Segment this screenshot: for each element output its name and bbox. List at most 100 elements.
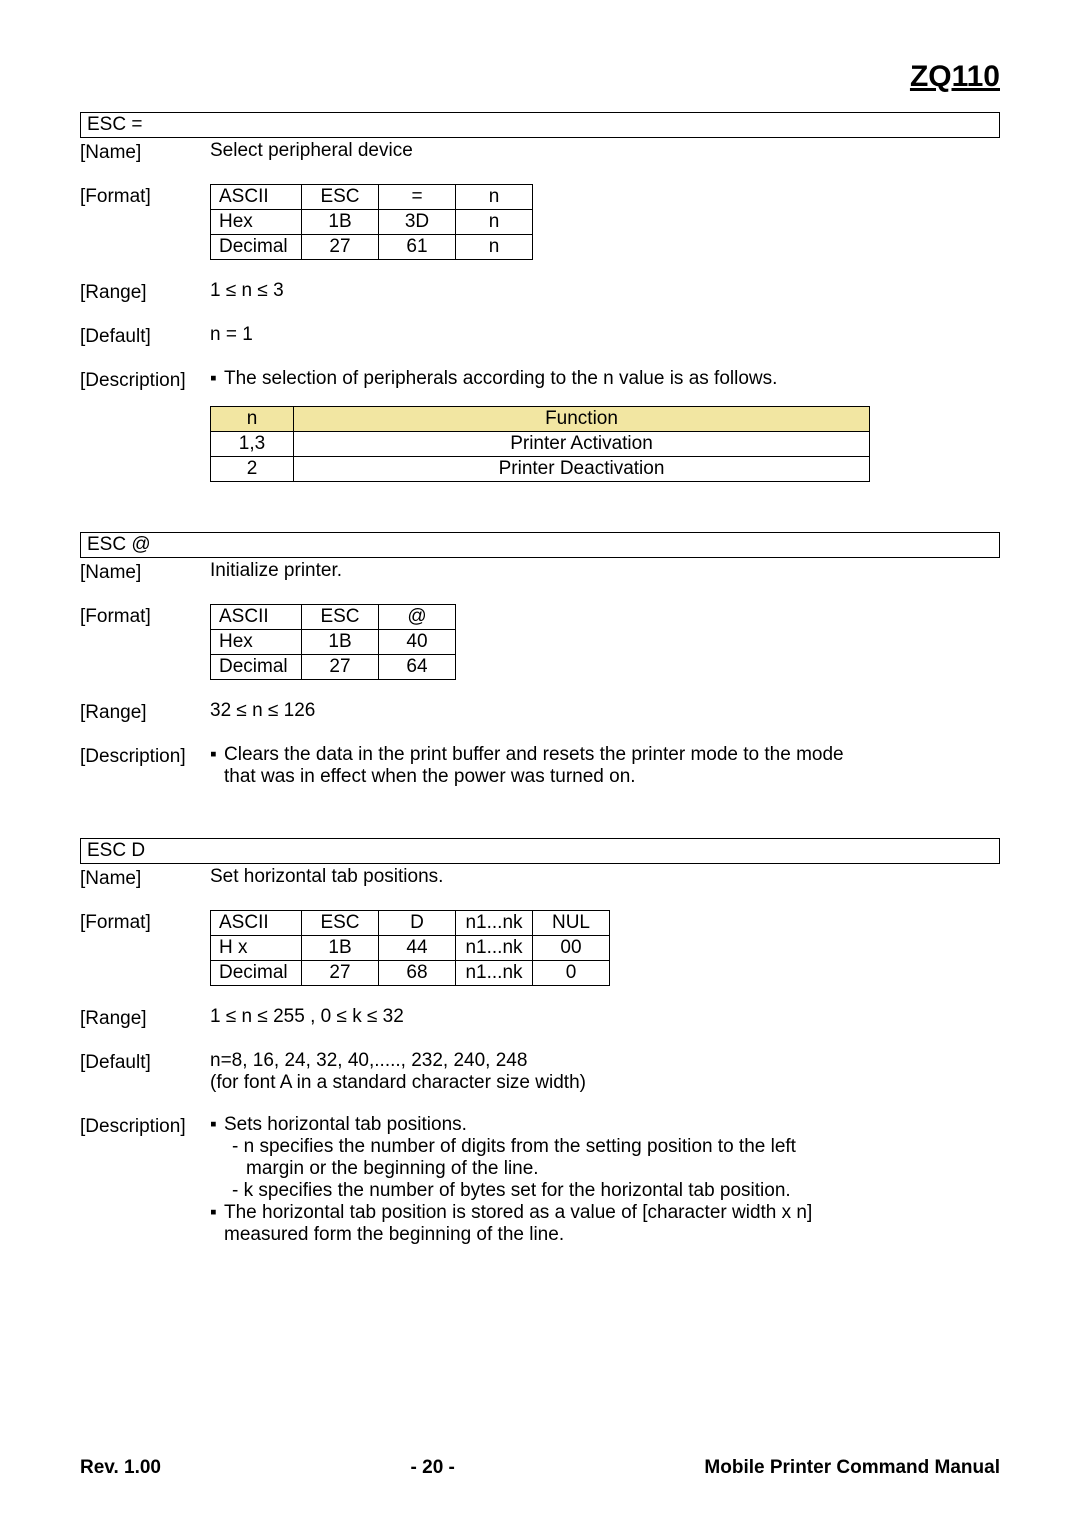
label-default: [Default] [80, 1050, 210, 1074]
cell: ASCII [211, 911, 302, 936]
cell: D [379, 911, 456, 936]
label-format: [Format] [80, 184, 210, 208]
table-row: 1,3 Printer Activation [211, 432, 870, 457]
name-value: Select peripheral device [210, 140, 1000, 162]
cell: 44 [379, 936, 456, 961]
cell: NUL [533, 911, 610, 936]
table-row: Hex 1B 3D n [211, 210, 533, 235]
bullet-icon: ▪ [210, 368, 224, 390]
table-row: H x 1B 44 n1...nk 00 [211, 936, 610, 961]
label-format: [Format] [80, 604, 210, 628]
cell: 1B [302, 210, 379, 235]
table-row: ASCII ESC @ [211, 605, 456, 630]
cell: n1...nk [456, 911, 533, 936]
name-value: Initialize printer. [210, 560, 1000, 582]
description-text: measured form the beginning of the line. [210, 1224, 1000, 1246]
table-row: 2 Printer Deactivation [211, 457, 870, 482]
cell: n [456, 235, 533, 260]
cell: n [456, 185, 533, 210]
cell: Printer Activation [294, 432, 870, 457]
description-text: - k specifies the number of bytes set fo… [210, 1180, 1000, 1202]
footer-rev: Rev. 1.00 [80, 1457, 161, 1479]
format-table: ASCII ESC = n Hex 1B 3D n Decimal 27 61 … [210, 184, 533, 260]
cmd-code: ESC = [80, 112, 1000, 138]
description-text: Clears the data in the print buffer and … [224, 744, 844, 765]
bullet-icon: ▪ [210, 1114, 224, 1136]
format-table: ASCII ESC @ Hex 1B 40 Decimal 27 64 [210, 604, 456, 680]
label-range: [Range] [80, 700, 210, 724]
page-footer: Rev. 1.00 - 20 - Mobile Printer Command … [80, 1457, 1000, 1479]
function-table: n Function 1,3 Printer Activation 2 Prin… [210, 406, 870, 482]
model-label: ZQ110 [80, 60, 1000, 94]
cell: ASCII [211, 605, 302, 630]
cell: n1...nk [456, 961, 533, 986]
range-value: 32 ≤ n ≤ 126 [210, 700, 1000, 722]
table-row: Decimal 27 64 [211, 655, 456, 680]
label-description: [Description] [80, 744, 210, 768]
label-range: [Range] [80, 1006, 210, 1030]
table-row: ASCII ESC = n [211, 185, 533, 210]
section-esc-d: ESC D [Name] Set horizontal tab position… [80, 838, 1000, 1246]
cell: 27 [302, 961, 379, 986]
label-name: [Name] [80, 560, 210, 584]
cell: 64 [379, 655, 456, 680]
cell: n [456, 210, 533, 235]
cell: 1B [302, 630, 379, 655]
cell: Printer Deactivation [294, 457, 870, 482]
cell: 27 [302, 235, 379, 260]
cell: ESC [302, 911, 379, 936]
table-row: n Function [211, 407, 870, 432]
section-esc-equals: ESC = [Name] Select peripheral device [F… [80, 112, 1000, 482]
table-row: Decimal 27 68 n1...nk 0 [211, 961, 610, 986]
cell: 00 [533, 936, 610, 961]
range-value: 1 ≤ n ≤ 255 , 0 ≤ k ≤ 32 [210, 1006, 1000, 1028]
bullet-icon: ▪ [210, 744, 224, 788]
description-text: - n specifies the number of digits from … [210, 1136, 1000, 1158]
default-value: (for font A in a standard character size… [210, 1072, 1000, 1094]
cell: Hex [211, 630, 302, 655]
cell: n1...nk [456, 936, 533, 961]
cell: ESC [302, 605, 379, 630]
description-text: Sets horizontal tab positions. [224, 1114, 1000, 1136]
cell: 2 [211, 457, 294, 482]
format-table: ASCII ESC D n1...nk NUL H x 1B 44 n1...n… [210, 910, 610, 986]
label-format: [Format] [80, 910, 210, 934]
cell: 1,3 [211, 432, 294, 457]
cell: @ [379, 605, 456, 630]
cell: Hex [211, 210, 302, 235]
default-value: n = 1 [210, 324, 1000, 346]
cmd-code: ESC @ [80, 532, 1000, 558]
table-row: Decimal 27 61 n [211, 235, 533, 260]
description-text: The selection of peripherals according t… [224, 368, 1000, 390]
cell: 3D [379, 210, 456, 235]
range-value: 1 ≤ n ≤ 3 [210, 280, 1000, 302]
bullet-icon: ▪ [210, 1202, 224, 1224]
cell: 1B [302, 936, 379, 961]
cell: ESC [302, 185, 379, 210]
cell: Function [294, 407, 870, 432]
footer-page: - 20 - [411, 1457, 455, 1479]
cell: ASCII [211, 185, 302, 210]
label-description: [Description] [80, 368, 210, 392]
description-text: margin or the beginning of the line. [210, 1158, 1000, 1180]
cell: Decimal [211, 235, 302, 260]
description-text: that was in effect when the power was tu… [224, 766, 636, 787]
label-description: [Description] [80, 1114, 210, 1138]
label-name: [Name] [80, 140, 210, 164]
cell: Decimal [211, 655, 302, 680]
cell: 40 [379, 630, 456, 655]
cmd-code: ESC D [80, 838, 1000, 864]
section-esc-at: ESC @ [Name] Initialize printer. [Format… [80, 532, 1000, 788]
label-default: [Default] [80, 324, 210, 348]
cell: 27 [302, 655, 379, 680]
label-range: [Range] [80, 280, 210, 304]
cell: 61 [379, 235, 456, 260]
cell: H x [211, 936, 302, 961]
cell: 0 [533, 961, 610, 986]
cell: 68 [379, 961, 456, 986]
cell: = [379, 185, 456, 210]
cell: n [211, 407, 294, 432]
footer-title: Mobile Printer Command Manual [704, 1457, 1000, 1479]
name-value: Set horizontal tab positions. [210, 866, 1000, 888]
default-value: n=8, 16, 24, 32, 40,....., 232, 240, 248 [210, 1050, 1000, 1072]
